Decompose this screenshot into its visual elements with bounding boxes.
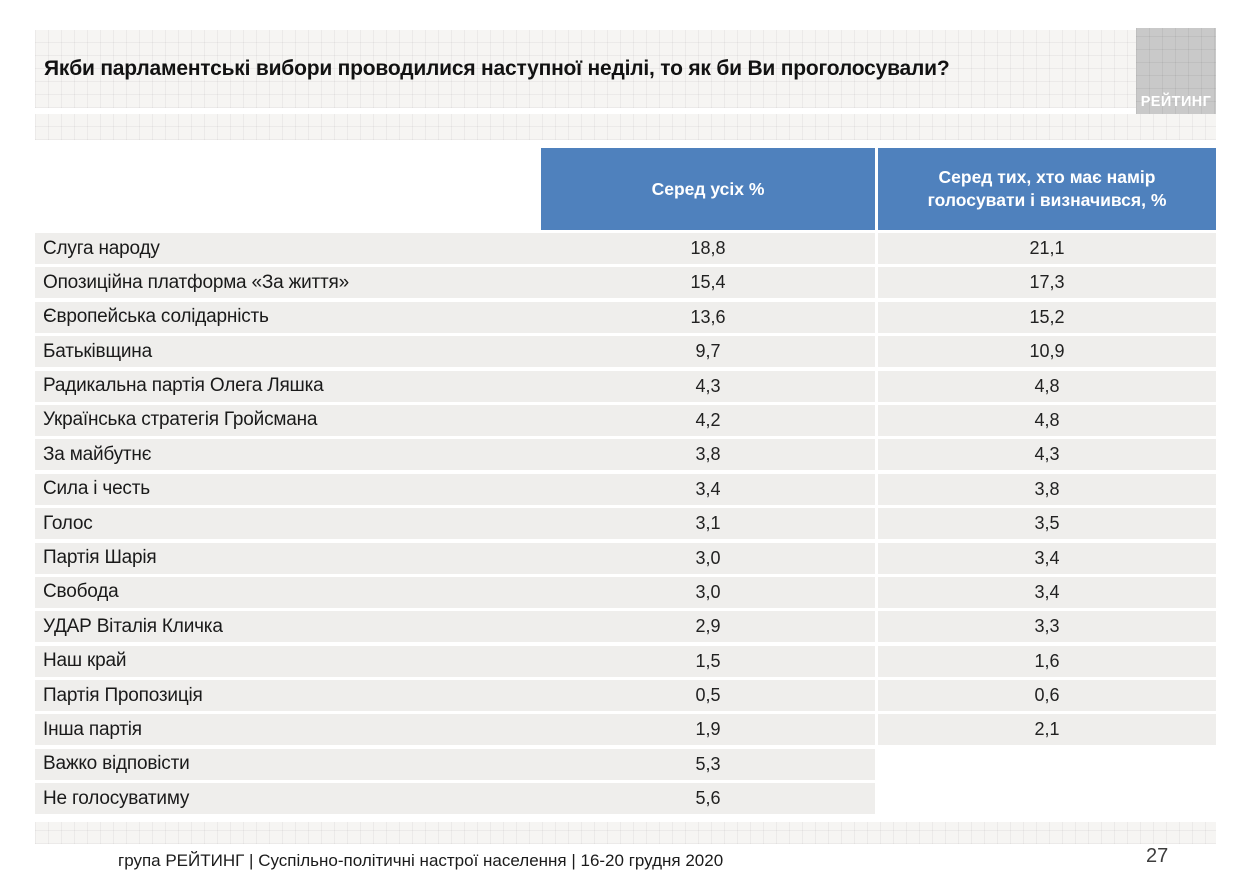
party-name: УДАР Віталія Кличка: [43, 615, 223, 637]
value-all: 3,0: [695, 581, 721, 602]
party-name: Голос: [43, 512, 93, 534]
rating-logo: РЕЙТИНГ: [1136, 28, 1216, 115]
value-all: 0,5: [695, 685, 721, 706]
party-name: Наш край: [43, 650, 127, 672]
title-block: Якби парламентські вибори проводилися на…: [35, 30, 1216, 108]
party-name: Інша партія: [43, 718, 142, 740]
value-decided: 2,1: [878, 714, 1216, 746]
value-decided: 21,1: [878, 233, 1216, 264]
value-all: 3,0: [695, 547, 721, 568]
value-decided: 4,8: [878, 404, 1216, 436]
table-row: Батьківщина 9,7 10,9: [35, 336, 1216, 368]
party-name: Важко відповісти: [43, 753, 190, 775]
column-header-all: Серед усіх %: [541, 148, 875, 230]
value-all: 15,4: [690, 272, 726, 293]
table-row: Голос 3,1 3,5: [35, 508, 1216, 540]
value-decided: 4,8: [878, 370, 1216, 402]
value-decided: 3,5: [878, 508, 1216, 540]
party-name: Батьківщина: [43, 340, 152, 362]
value-all: 5,3: [695, 753, 721, 774]
value-all: 1,9: [695, 719, 721, 740]
value-decided: 10,9: [878, 336, 1216, 368]
table-row: Європейська солідарність 13,6 15,2: [35, 301, 1216, 333]
party-name: Свобода: [43, 581, 119, 603]
value-decided: 17,3: [878, 267, 1216, 299]
value-all: 3,4: [695, 478, 721, 499]
value-all: 2,9: [695, 616, 721, 637]
party-name: Партія Шарія: [43, 547, 157, 569]
page-title: Якби парламентські вибори проводилися на…: [44, 57, 950, 80]
decor-strip-bottom: [35, 822, 1216, 844]
party-name: Не голосуватиму: [43, 787, 190, 809]
party-name: Радикальна партія Олега Ляшка: [43, 375, 324, 397]
value-decided: 0,6: [878, 680, 1216, 712]
table-row: Важко відповісти 5,3: [35, 748, 1216, 780]
value-all: 3,8: [695, 444, 721, 465]
table-row: Інша партія 1,9 2,1: [35, 714, 1216, 746]
table-row: Радикальна партія Олега Ляшка 4,3 4,8: [35, 370, 1216, 402]
party-name: Партія Пропозиція: [43, 684, 203, 706]
table-row: Опозиційна платформа «За життя» 15,4 17,3: [35, 267, 1216, 299]
poll-table: Серед усіх % Серед тих, хто має намір го…: [35, 148, 1216, 818]
rating-logo-text: РЕЙТИНГ: [1140, 94, 1212, 110]
value-all: 3,1: [695, 513, 721, 534]
table-row: Партія Пропозиція 0,5 0,6: [35, 680, 1216, 712]
value-decided: 3,4: [878, 576, 1216, 608]
table-row: Наш край 1,5 1,6: [35, 645, 1216, 677]
value-decided: 3,3: [878, 611, 1216, 643]
party-name: Українська стратегія Гройсмана: [43, 409, 318, 431]
table-row: УДАР Віталія Кличка 2,9 3,3: [35, 611, 1216, 643]
party-name: Сила і честь: [43, 478, 150, 500]
table-body: Слуга народу 18,8 21,1 Опозиційна платфор…: [35, 233, 1216, 815]
table-row: Партія Шарія 3,0 3,4: [35, 542, 1216, 574]
table-row: Українська стратегія Гройсмана 4,2 4,8: [35, 404, 1216, 436]
value-decided: 1,6: [878, 645, 1216, 677]
value-decided: 3,4: [878, 542, 1216, 574]
table-row: Слуга народу 18,8 21,1: [35, 233, 1216, 264]
value-all: 18,8: [690, 238, 726, 258]
table-header: Серед усіх % Серед тих, хто має намір го…: [541, 148, 1216, 230]
decor-strip-top: [35, 114, 1216, 140]
table-row: Свобода 3,0 3,4: [35, 576, 1216, 608]
party-name: Слуга народу: [43, 237, 160, 259]
page-number: 27: [1146, 845, 1169, 867]
value-decided-empty: [878, 783, 1216, 814]
value-decided: 15,2: [878, 301, 1216, 333]
party-name: Опозиційна платформа «За життя»: [43, 271, 349, 293]
value-all: 1,5: [695, 650, 721, 671]
party-name: За майбутнє: [43, 443, 152, 465]
column-header-decided: Серед тих, хто має намір голосувати і ви…: [878, 148, 1216, 230]
value-decided: 4,3: [878, 439, 1216, 471]
party-name: Європейська солідарність: [43, 306, 269, 328]
value-all: 13,6: [690, 306, 726, 327]
footer-caption: група РЕЙТИНГ | Суспільно-політичні наст…: [118, 851, 724, 870]
value-all: 5,6: [695, 788, 721, 809]
value-all: 4,3: [695, 375, 721, 396]
value-all: 9,7: [695, 341, 721, 362]
value-decided: 3,8: [878, 473, 1216, 505]
value-all: 4,2: [695, 409, 721, 430]
table-row: Сила і честь 3,4 3,8: [35, 473, 1216, 505]
table-row: Не голосуватиму 5,6: [35, 783, 1216, 815]
table-row: За майбутнє 3,8 4,3: [35, 439, 1216, 471]
value-decided-empty: [878, 749, 1216, 780]
